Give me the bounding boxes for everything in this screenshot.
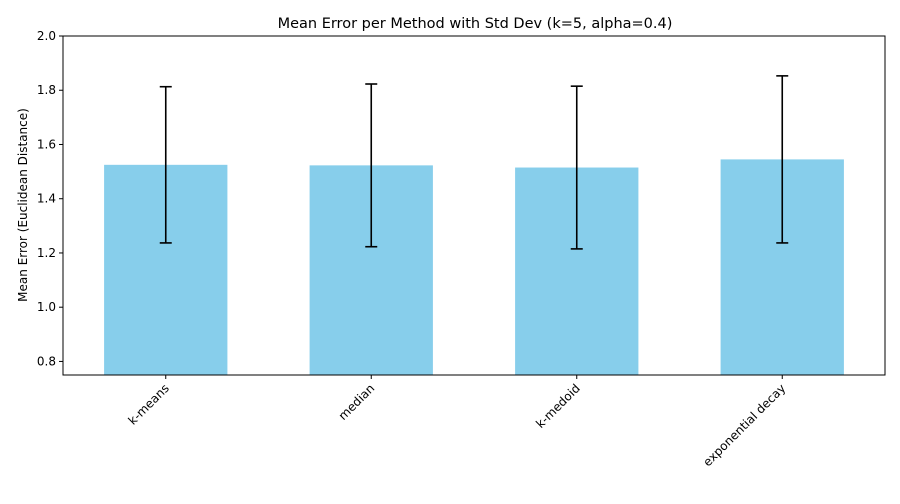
y-axis-label: Mean Error (Euclidean Distance) <box>16 108 30 302</box>
chart-title: Mean Error per Method with Std Dev (k=5,… <box>278 16 673 32</box>
y-tick-label: 1.4 <box>37 192 56 206</box>
x-tick-label: k-means <box>126 381 172 427</box>
error-bars-layer <box>159 75 789 250</box>
y-axis-ticks: 0.8 1.0 1.2 1.4 1.6 1.8 2.0 <box>37 29 63 368</box>
y-tick-label: 1.2 <box>37 246 56 260</box>
y-tick-label: 1.6 <box>37 137 56 151</box>
y-tick-label: 1.0 <box>37 300 56 314</box>
y-tick-label: 2.0 <box>37 29 56 43</box>
y-tick-label: 1.8 <box>37 83 56 97</box>
y-tick-label: 0.8 <box>37 354 56 368</box>
plot-frame <box>62 35 886 376</box>
bars-layer <box>104 159 844 375</box>
x-tick-label: exponential decay <box>700 381 788 469</box>
x-tick-label: k-medoid <box>533 381 583 431</box>
x-tick-label: median <box>336 381 378 423</box>
x-axis-ticks: k-means median k-medoid exponential decay <box>126 375 788 469</box>
